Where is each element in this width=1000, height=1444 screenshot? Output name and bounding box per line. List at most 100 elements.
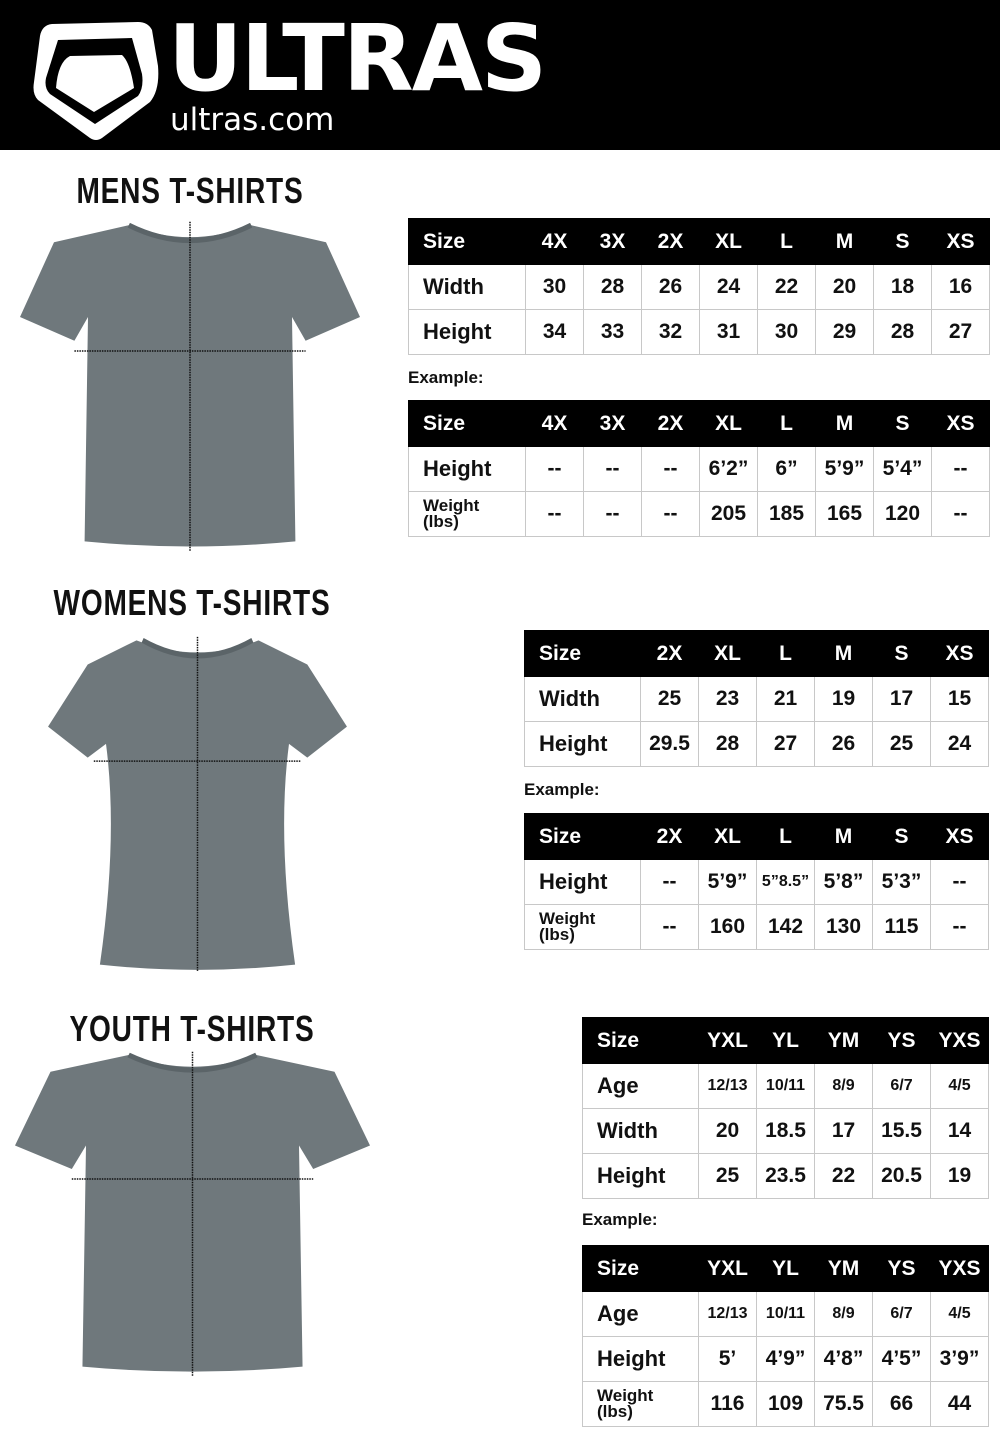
table-row: Weight (lbs) -- -- -- 205 185 165 120 -- bbox=[408, 491, 990, 537]
table-cell: 2X bbox=[640, 813, 699, 860]
table-cell: L bbox=[756, 630, 815, 677]
table-cell: 25 bbox=[698, 1153, 757, 1199]
table-row: Age 12/13 10/11 8/9 6/7 4/5 bbox=[582, 1063, 989, 1109]
table-header-row: Size 4X 3X 2X XL L M S XS bbox=[408, 400, 990, 447]
table-cell: 21 bbox=[756, 676, 815, 722]
size-table: Size 2X XL L M S XS Width 25 23 21 19 17 15 Height 29.5… bbox=[524, 630, 989, 767]
row-label: Size bbox=[524, 630, 641, 677]
table-cell: 5’9” bbox=[698, 859, 757, 905]
table-cell: 4/5 bbox=[930, 1063, 989, 1109]
table-cell: M bbox=[815, 400, 874, 447]
table-cell: M bbox=[814, 630, 873, 677]
table-cell: 27 bbox=[756, 721, 815, 767]
table-row: Height -- -- -- 6’2” 6” 5’9” 5’4” -- bbox=[408, 446, 990, 492]
table-cell: -- bbox=[583, 491, 642, 537]
table-cell: 120 bbox=[873, 491, 932, 537]
table-cell: 25 bbox=[640, 676, 699, 722]
table-cell: 6/7 bbox=[872, 1063, 931, 1109]
table-cell: 10/11 bbox=[756, 1063, 815, 1109]
table-cell: 4X bbox=[525, 400, 584, 447]
table-cell: -- bbox=[641, 446, 700, 492]
table-cell: L bbox=[757, 400, 816, 447]
section-title-mens: MENS T-SHIRTS bbox=[76, 170, 304, 211]
table-cell: YXL bbox=[698, 1245, 757, 1292]
table-cell: 6/7 bbox=[872, 1291, 931, 1337]
table-cell: 22 bbox=[814, 1153, 873, 1199]
table-cell: 44 bbox=[930, 1381, 989, 1427]
table-cell: 6’2” bbox=[699, 446, 758, 492]
table-cell: 20.5 bbox=[872, 1153, 931, 1199]
youth-shirt-diagram bbox=[15, 1045, 370, 1380]
table-cell: 17 bbox=[872, 676, 931, 722]
table-cell: 24 bbox=[930, 721, 989, 767]
table-cell: 185 bbox=[757, 491, 816, 537]
table-cell: -- bbox=[525, 491, 584, 537]
table-cell: YXS bbox=[930, 1245, 989, 1292]
brand-site: ultras.com bbox=[170, 102, 335, 138]
table-cell: XS bbox=[930, 813, 989, 860]
row-label: Size bbox=[582, 1017, 699, 1064]
section-title-womens: WOMENS T-SHIRTS bbox=[53, 582, 331, 623]
table-cell: 18 bbox=[873, 264, 932, 310]
table-cell: -- bbox=[930, 859, 989, 905]
womens-shirt-diagram bbox=[48, 630, 347, 975]
example-label: Example: bbox=[524, 780, 600, 799]
table-row: Width 25 23 21 19 17 15 bbox=[524, 676, 989, 722]
example-label: Example: bbox=[408, 368, 484, 387]
table-cell: 116 bbox=[698, 1381, 757, 1427]
table-cell: YXS bbox=[930, 1017, 989, 1064]
table-row: Height 25 23.5 22 20.5 19 bbox=[582, 1153, 989, 1199]
table-cell: 5’8” bbox=[814, 859, 873, 905]
table-cell: L bbox=[757, 218, 816, 265]
row-label: Width bbox=[582, 1108, 699, 1154]
table-header-row: Size 2X XL L M S XS bbox=[524, 813, 989, 860]
table-cell: 205 bbox=[699, 491, 758, 537]
example-label: Example: bbox=[582, 1210, 658, 1229]
table-cell: YS bbox=[872, 1245, 931, 1292]
row-label: Height bbox=[524, 859, 641, 905]
table-cell: 2X bbox=[641, 218, 700, 265]
table-cell: 26 bbox=[641, 264, 700, 310]
table-cell: 28 bbox=[583, 264, 642, 310]
table-row: Height -- 5’9” 5”8.5” 5’8” 5’3” -- bbox=[524, 859, 989, 905]
row-label: Age bbox=[582, 1063, 699, 1109]
table-cell: 30 bbox=[757, 309, 816, 355]
table-cell: M bbox=[814, 813, 873, 860]
table-cell: S bbox=[872, 630, 931, 677]
table-cell: -- bbox=[930, 904, 989, 950]
table-cell: S bbox=[872, 813, 931, 860]
table-cell: S bbox=[873, 218, 932, 265]
row-label: Height bbox=[524, 721, 641, 767]
table-cell: 23.5 bbox=[756, 1153, 815, 1199]
table-cell: YS bbox=[872, 1017, 931, 1064]
table-cell: 66 bbox=[872, 1381, 931, 1427]
brand-header: ULTRAS ultras.com bbox=[0, 0, 1000, 150]
table-cell: 2X bbox=[640, 630, 699, 677]
row-label: Height bbox=[582, 1336, 699, 1382]
table-cell: 20 bbox=[815, 264, 874, 310]
row-label: Height bbox=[582, 1153, 699, 1199]
table-cell: XL bbox=[699, 400, 758, 447]
table-cell: 4X bbox=[525, 218, 584, 265]
table-cell: YL bbox=[756, 1017, 815, 1064]
table-cell: 10/11 bbox=[756, 1291, 815, 1337]
table-row: Width 20 18.5 17 15.5 14 bbox=[582, 1108, 989, 1154]
table-cell: XS bbox=[930, 630, 989, 677]
table-cell: 160 bbox=[698, 904, 757, 950]
brand-name: ULTRAS bbox=[168, 5, 547, 112]
row-label: Height bbox=[408, 446, 526, 492]
table-cell: 15.5 bbox=[872, 1108, 931, 1154]
table-cell: 18.5 bbox=[756, 1108, 815, 1154]
section-title-youth: YOUTH T-SHIRTS bbox=[69, 1008, 315, 1049]
row-label: Weight (lbs) bbox=[524, 904, 641, 950]
table-cell: 29.5 bbox=[640, 721, 699, 767]
row-label: Age bbox=[582, 1291, 699, 1337]
table-cell: 109 bbox=[756, 1381, 815, 1427]
table-cell: -- bbox=[931, 491, 990, 537]
table-cell: 5’9” bbox=[815, 446, 874, 492]
table-cell: L bbox=[756, 813, 815, 860]
row-label: Size bbox=[524, 813, 641, 860]
example-table: Size 4X 3X 2X XL L M S XS Height -- -- -- 6’2” 6” 5’9” 5… bbox=[408, 400, 990, 537]
size-table: Size YXL YL YM YS YXS Age 12/13 10/11 8/9 6/7 4/5 Wi… bbox=[582, 1017, 989, 1199]
